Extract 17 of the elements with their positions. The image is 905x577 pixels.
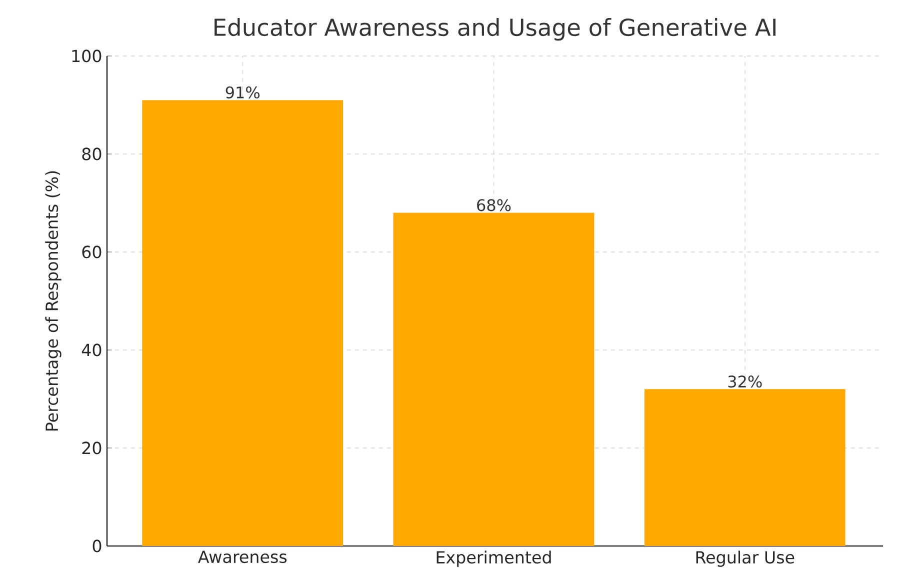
data-label: 32% (728, 375, 762, 388)
data-label: 68% (477, 199, 511, 212)
bar (644, 389, 846, 546)
y-tick-label: 80 (82, 148, 102, 160)
y-tick-label: 20 (82, 442, 102, 454)
chart-title: Educator Awareness and Usage of Generative AI (214, 18, 776, 41)
y-tick-label: 0 (92, 540, 102, 552)
bar (142, 100, 344, 546)
data-label: 91% (226, 86, 260, 98)
y-tick-label: 40 (82, 344, 102, 356)
y-tick-label: 60 (82, 246, 102, 258)
bar (393, 212, 594, 546)
y-axis-title: Percentage of Respondents (%) (45, 171, 62, 430)
x-tick-label: Regular Use (696, 550, 794, 567)
x-tick-label: Experimented (436, 550, 551, 567)
y-tick-label: 100 (72, 50, 102, 62)
x-tick-label: Awareness (198, 550, 287, 564)
